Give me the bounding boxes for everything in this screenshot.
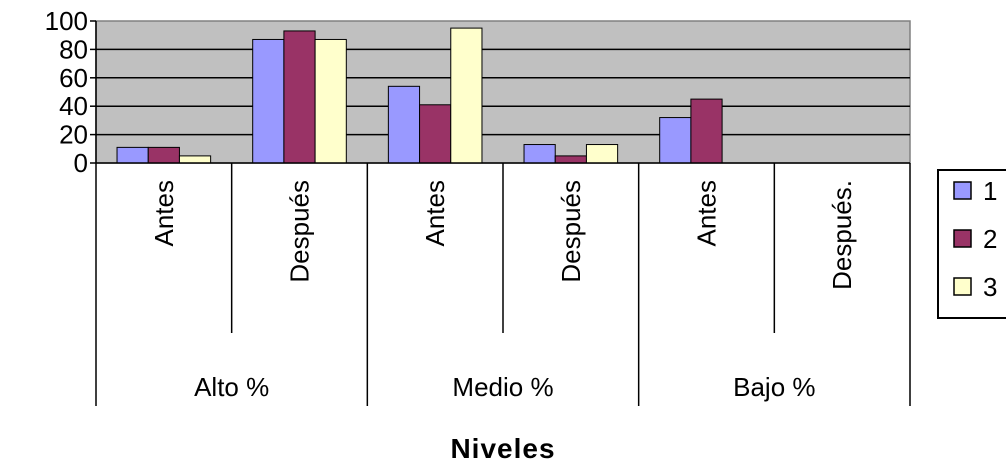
bar-1-0 bbox=[116, 146, 149, 164]
bar-2-0 bbox=[147, 146, 180, 164]
x-category-label: Después bbox=[285, 180, 315, 283]
bars bbox=[116, 27, 723, 164]
axes bbox=[95, 21, 911, 406]
bar-3-2 bbox=[450, 27, 483, 164]
legend: 1 2 3 bbox=[937, 169, 1006, 319]
legend-label: 3 bbox=[983, 272, 997, 302]
bar-3-1 bbox=[314, 38, 347, 164]
y-tick-label: 40 bbox=[59, 91, 88, 121]
y-tick-label: 20 bbox=[59, 120, 88, 150]
legend-swatch-1 bbox=[953, 181, 972, 200]
y-tick-label: 0 bbox=[74, 148, 88, 178]
x-category-label: Después. bbox=[827, 180, 857, 290]
x-category-labels: Antes Después Antes Después Antes Después. bbox=[149, 180, 857, 290]
bar-2-1 bbox=[283, 30, 316, 164]
legend-swatch-2 bbox=[953, 229, 972, 248]
x-group-labels: Alto % Medio % Bajo % bbox=[194, 372, 815, 402]
bar-1-2 bbox=[387, 85, 421, 164]
plot-area bbox=[95, 20, 911, 164]
x-category-label: Antes bbox=[692, 180, 722, 247]
bar-2-2 bbox=[419, 104, 452, 164]
x-group-label: Bajo % bbox=[733, 372, 815, 402]
bar-3-0 bbox=[178, 155, 212, 164]
x-group-label: Medio % bbox=[452, 372, 553, 402]
bar-1-4 bbox=[659, 117, 692, 164]
bar-2-3 bbox=[554, 155, 587, 164]
x-axis-title: Niveles bbox=[450, 433, 555, 464]
y-tick-label: 80 bbox=[59, 34, 88, 64]
y-tick-label: 60 bbox=[59, 63, 88, 93]
bar-3-3 bbox=[585, 144, 619, 164]
bar-1-3 bbox=[523, 144, 556, 164]
x-category-label: Después bbox=[556, 180, 586, 283]
x-group-label: Alto % bbox=[194, 372, 269, 402]
legend-swatch-3 bbox=[953, 277, 972, 296]
bar-2-4 bbox=[690, 98, 723, 164]
x-category-label: Antes bbox=[420, 180, 450, 247]
legend-box bbox=[937, 169, 1006, 319]
bar-1-1 bbox=[252, 38, 285, 164]
y-tick-label: 100 bbox=[45, 6, 88, 36]
legend-label: 1 bbox=[983, 176, 997, 206]
x-category-label: Antes bbox=[149, 180, 179, 247]
gridlines bbox=[90, 20, 910, 164]
legend-label: 2 bbox=[983, 224, 997, 254]
